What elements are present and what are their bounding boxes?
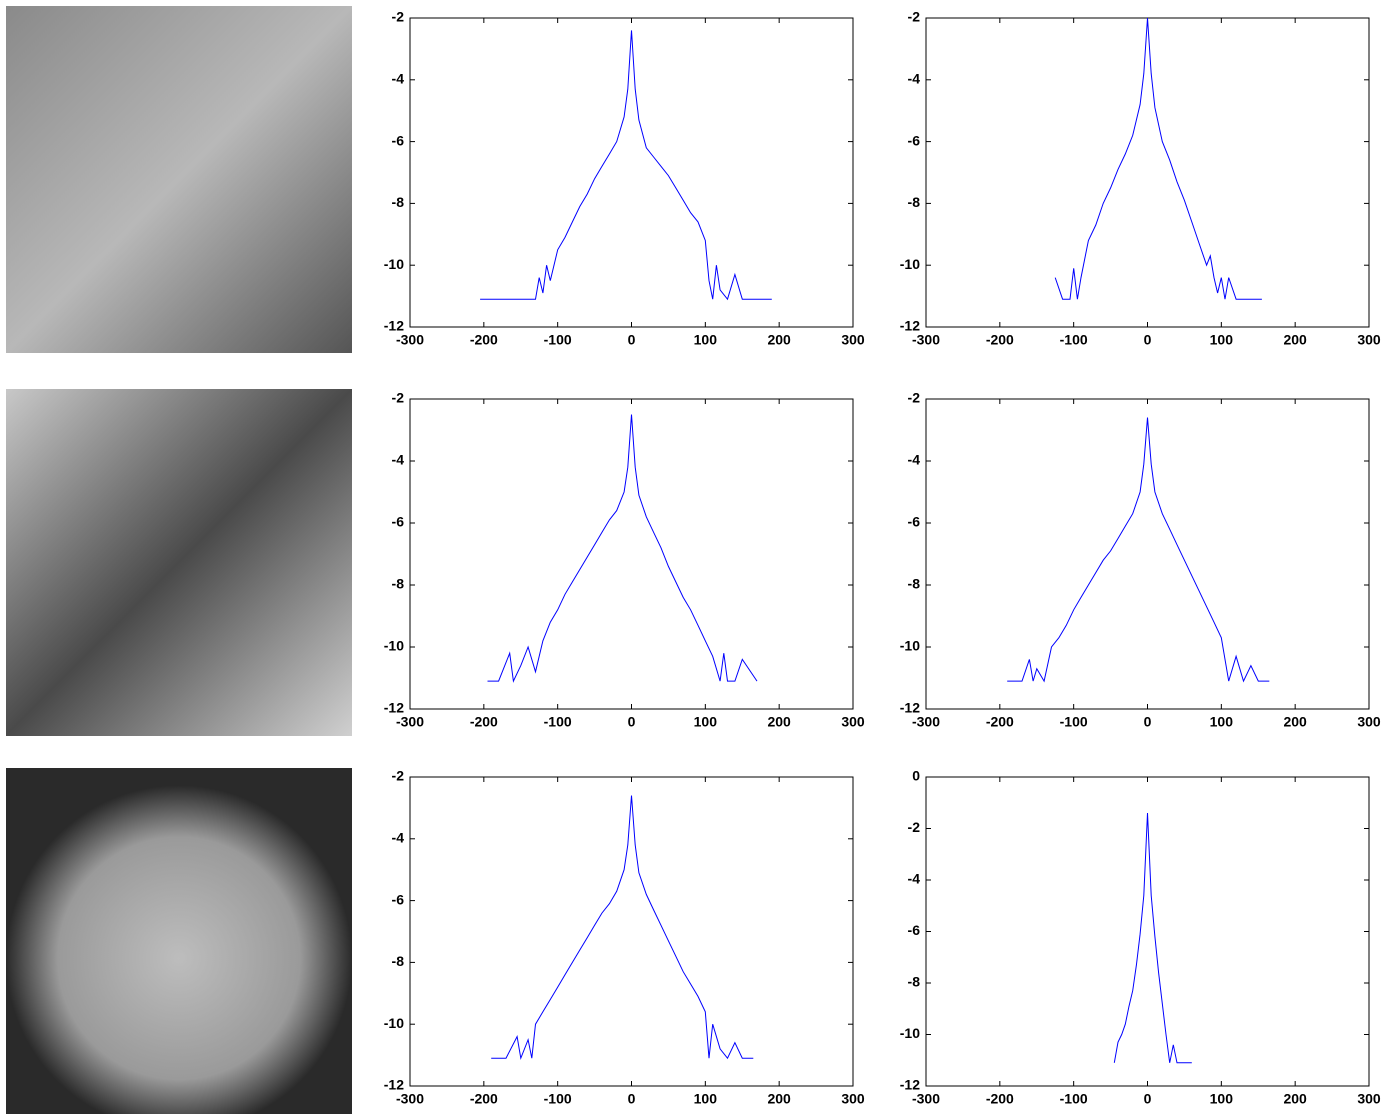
x-tick-label: 200	[1283, 1091, 1307, 1107]
y-tick-label: -6	[392, 132, 405, 148]
y-tick-label: -2	[392, 9, 405, 25]
x-tick-label: -200	[986, 332, 1014, 348]
y-tick-label: -2	[908, 9, 921, 25]
y-tick-label: -8	[908, 194, 921, 210]
y-tick-label: -8	[908, 974, 921, 990]
y-tick-label: -10	[384, 1015, 404, 1031]
y-tick-label: -4	[392, 452, 405, 468]
y-tick-label: -2	[392, 768, 405, 784]
y-tick-label: -10	[384, 256, 404, 272]
y-tick-label: -2	[392, 390, 405, 406]
x-tick-label: 100	[1210, 714, 1234, 730]
x-tick-label: 0	[628, 1091, 636, 1107]
y-tick-label: -8	[392, 576, 405, 592]
x-tick-label: 300	[1357, 332, 1381, 348]
data-line	[1007, 417, 1270, 683]
y-tick-label: -4	[392, 830, 405, 846]
x-tick-label: 0	[628, 332, 636, 348]
y-tick-label: -10	[900, 1025, 920, 1041]
x-tick-label: -100	[1060, 332, 1088, 348]
x-tick-label: -300	[396, 714, 424, 730]
y-tick-label: -6	[908, 132, 921, 148]
y-tick-label: -10	[900, 638, 920, 654]
x-tick-label: -100	[544, 714, 572, 730]
x-tick-label: 300	[841, 332, 865, 348]
x-tick-label: 0	[1144, 714, 1152, 730]
x-tick-label: 200	[1283, 714, 1307, 730]
y-tick-label: -6	[392, 514, 405, 530]
x-tick-label: 200	[1283, 332, 1307, 348]
y-tick-label: -6	[908, 514, 921, 530]
x-tick-label: 200	[767, 1091, 791, 1107]
y-tick-label: -12	[900, 700, 920, 716]
y-tick-label: -12	[900, 1077, 920, 1093]
y-tick-label: -8	[392, 194, 405, 210]
x-tick-label: 100	[694, 714, 718, 730]
y-tick-label: -4	[392, 71, 405, 87]
x-tick-label: 200	[767, 714, 791, 730]
x-tick-label: -300	[912, 714, 940, 730]
x-tick-label: 200	[767, 332, 791, 348]
y-tick-label: -2	[908, 819, 921, 835]
data-line	[491, 795, 754, 1061]
y-tick-label: -2	[908, 390, 921, 406]
plot-frame	[925, 17, 1370, 328]
x-tick-label: -200	[470, 1091, 498, 1107]
x-tick-label: 100	[694, 332, 718, 348]
y-tick-label: -4	[908, 71, 921, 87]
x-tick-label: 300	[841, 1091, 865, 1107]
x-tick-label: -100	[544, 332, 572, 348]
y-tick-label: -12	[384, 1077, 404, 1093]
x-tick-label: 100	[694, 1091, 718, 1107]
x-tick-label: 100	[1210, 332, 1234, 348]
plot-frame	[409, 17, 854, 328]
y-tick-label: -12	[384, 700, 404, 716]
x-tick-label: 0	[628, 714, 636, 730]
x-tick-label: -100	[1060, 714, 1088, 730]
x-tick-label: -100	[1060, 1091, 1088, 1107]
data-line	[1054, 17, 1262, 300]
photo	[6, 6, 352, 353]
photo	[6, 768, 352, 1114]
photo	[6, 389, 352, 736]
x-tick-label: 100	[1210, 1091, 1234, 1107]
y-tick-label: -12	[384, 318, 404, 334]
y-tick-label: -4	[908, 452, 921, 468]
y-tick-label: -12	[900, 318, 920, 334]
x-tick-label: 300	[1357, 714, 1381, 730]
x-tick-label: 0	[1144, 332, 1152, 348]
x-tick-label: -300	[396, 1091, 424, 1107]
y-tick-label: -4	[908, 871, 921, 887]
x-tick-label: -200	[986, 1091, 1014, 1107]
x-tick-label: -100	[544, 1091, 572, 1107]
x-tick-label: -300	[396, 332, 424, 348]
y-tick-label: 0	[912, 768, 920, 784]
y-tick-label: -8	[908, 576, 921, 592]
y-tick-label: -6	[392, 891, 405, 907]
plot-frame	[409, 398, 854, 710]
x-tick-label: -200	[470, 714, 498, 730]
x-tick-label: -200	[986, 714, 1014, 730]
y-tick-label: -10	[384, 638, 404, 654]
x-tick-label: 300	[841, 714, 865, 730]
x-tick-label: -300	[912, 332, 940, 348]
plot-frame	[925, 398, 1370, 710]
x-tick-label: -200	[470, 332, 498, 348]
y-tick-label: -6	[908, 922, 921, 938]
data-line	[487, 414, 758, 683]
x-tick-label: -300	[912, 1091, 940, 1107]
plot-frame	[409, 776, 854, 1087]
y-tick-label: -10	[900, 256, 920, 272]
x-tick-label: 0	[1144, 1091, 1152, 1107]
y-tick-label: -8	[392, 953, 405, 969]
data-line	[480, 30, 772, 301]
data-line	[1113, 812, 1192, 1064]
x-tick-label: 300	[1357, 1091, 1381, 1107]
